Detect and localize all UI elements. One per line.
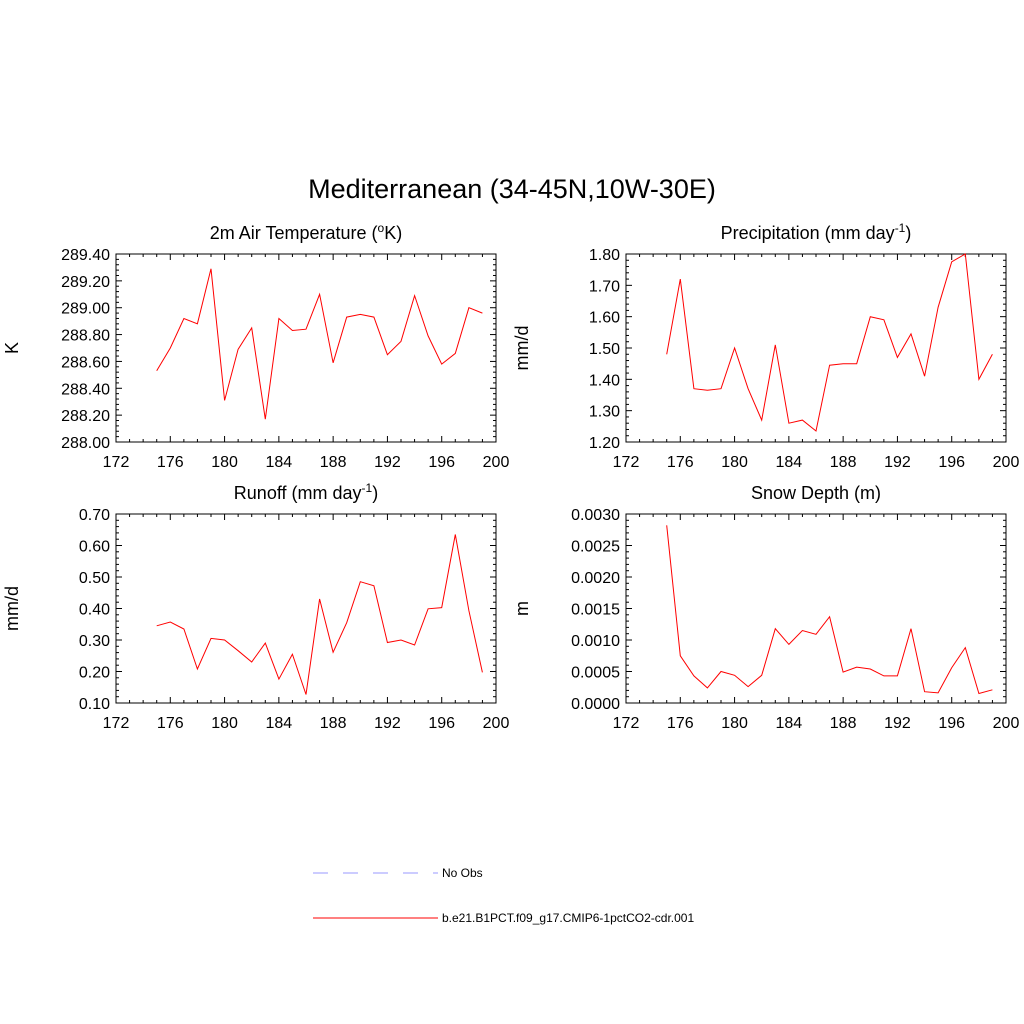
x-tick-label: 176 — [157, 454, 184, 471]
y-tick-label: 0.50 — [79, 570, 110, 587]
x-tick-label: 172 — [103, 715, 130, 732]
panels: 172 176 180 184 188 192 196 200 288.00 288.20 288.… — [2, 221, 1019, 732]
legend-label: No Obs — [442, 866, 483, 880]
y-tick-label: 0.70 — [79, 507, 110, 524]
series-line — [156, 268, 483, 420]
plot-frame — [115, 253, 497, 443]
panel-title: Precipitation (mm day-1) — [721, 221, 912, 243]
legend-item: b.e21.B1PCT.f09_g17.CMIP6-1pctCO2-cdr.00… — [313, 911, 694, 925]
x-tick-label: 200 — [483, 715, 510, 732]
x-tick-label: 196 — [428, 454, 455, 471]
panel-title: 2m Air Temperature (oK) — [210, 221, 402, 243]
y-tick-label: 1.80 — [589, 247, 620, 264]
y-tick-label: 0.0005 — [571, 665, 620, 682]
y-axis-label: K — [2, 342, 22, 354]
x-tick-label: 180 — [721, 715, 748, 732]
y-tick-label: 0.10 — [79, 696, 110, 713]
x-tick-label: 188 — [320, 715, 347, 732]
y-axis-label: mm/d — [512, 326, 532, 371]
y-tick-label: 288.80 — [61, 328, 110, 345]
y-tick-label: 289.40 — [61, 247, 110, 264]
x-tick-label: 176 — [667, 454, 694, 471]
y-tick-label: 1.70 — [589, 278, 620, 295]
legend-label: b.e21.B1PCT.f09_g17.CMIP6-1pctCO2-cdr.00… — [442, 911, 694, 925]
y-axis-label: m — [512, 601, 532, 616]
plot-frame — [115, 513, 497, 704]
x-tick-label: 172 — [613, 715, 640, 732]
x-tick-label: 196 — [938, 454, 965, 471]
y-tick-label: 289.00 — [61, 301, 110, 318]
x-tick-label: 188 — [320, 454, 347, 471]
x-tick-label: 192 — [884, 715, 911, 732]
y-tick-label: 0.30 — [79, 633, 110, 650]
x-tick-label: 172 — [613, 454, 640, 471]
x-tick-label: 192 — [374, 454, 401, 471]
y-tick-label: 1.60 — [589, 310, 620, 327]
series-line — [156, 534, 483, 695]
y-tick-label: 0.0000 — [571, 696, 620, 713]
y-tick-label: 0.0020 — [571, 570, 620, 587]
y-tick-label: 0.0015 — [571, 602, 620, 619]
legend-item: No Obs — [313, 866, 483, 880]
y-tick-label: 289.20 — [61, 274, 110, 291]
panel-title: Runoff (mm day-1) — [234, 481, 378, 503]
y-tick-label: 288.20 — [61, 408, 110, 425]
x-tick-label: 184 — [266, 715, 293, 732]
figure-title: Mediterranean (34-45N,10W-30E) — [308, 174, 716, 204]
panel-4: 172 176 180 184 188 192 196 200 0.0000 0.0005 0.00… — [512, 483, 1019, 732]
panel-3: 172 176 180 184 188 192 196 200 0.10 0.20 0.30 0.40… — [2, 481, 509, 732]
x-tick-label: 184 — [266, 454, 293, 471]
x-tick-label: 188 — [830, 454, 857, 471]
x-tick-label: 180 — [721, 454, 748, 471]
x-tick-label: 196 — [938, 715, 965, 732]
y-tick-label: 0.40 — [79, 602, 110, 619]
x-tick-label: 200 — [993, 715, 1020, 732]
y-tick-label: 1.50 — [589, 341, 620, 358]
y-axis-label: mm/d — [2, 586, 22, 631]
series-line — [666, 253, 993, 432]
x-tick-label: 180 — [211, 715, 238, 732]
x-tick-label: 184 — [776, 715, 803, 732]
x-tick-label: 200 — [993, 454, 1020, 471]
legend: No Obs b.e21.B1PCT.f09_g17.CMIP6-1pctCO2-… — [313, 866, 694, 925]
x-tick-label: 180 — [211, 454, 238, 471]
y-tick-label: 0.20 — [79, 665, 110, 682]
y-tick-label: 0.0010 — [571, 633, 620, 650]
x-tick-label: 176 — [157, 715, 184, 732]
x-tick-label: 184 — [776, 454, 803, 471]
x-tick-label: 196 — [428, 715, 455, 732]
panel-title: Snow Depth (m) — [751, 483, 881, 503]
y-tick-label: 0.60 — [79, 539, 110, 556]
x-tick-label: 200 — [483, 454, 510, 471]
plot-frame — [625, 513, 1007, 704]
x-tick-label: 192 — [374, 715, 401, 732]
series-line — [666, 525, 993, 695]
y-tick-label: 1.40 — [589, 372, 620, 389]
panel-1: 172 176 180 184 188 192 196 200 288.00 288.20 288.… — [2, 221, 509, 471]
y-tick-label: 288.60 — [61, 354, 110, 371]
y-tick-label: 1.20 — [589, 435, 620, 452]
y-tick-label: 0.0030 — [571, 507, 620, 524]
x-tick-label: 192 — [884, 454, 911, 471]
x-tick-label: 188 — [830, 715, 857, 732]
y-tick-label: 0.0025 — [571, 539, 620, 556]
y-tick-label: 288.40 — [61, 381, 110, 398]
x-tick-label: 176 — [667, 715, 694, 732]
plot-frame — [625, 253, 1007, 443]
panel-2: 172 176 180 184 188 192 196 200 1.20 1.30 1.40 1.50… — [512, 221, 1019, 471]
y-tick-label: 288.00 — [61, 435, 110, 452]
x-tick-label: 172 — [103, 454, 130, 471]
y-tick-label: 1.30 — [589, 404, 620, 421]
